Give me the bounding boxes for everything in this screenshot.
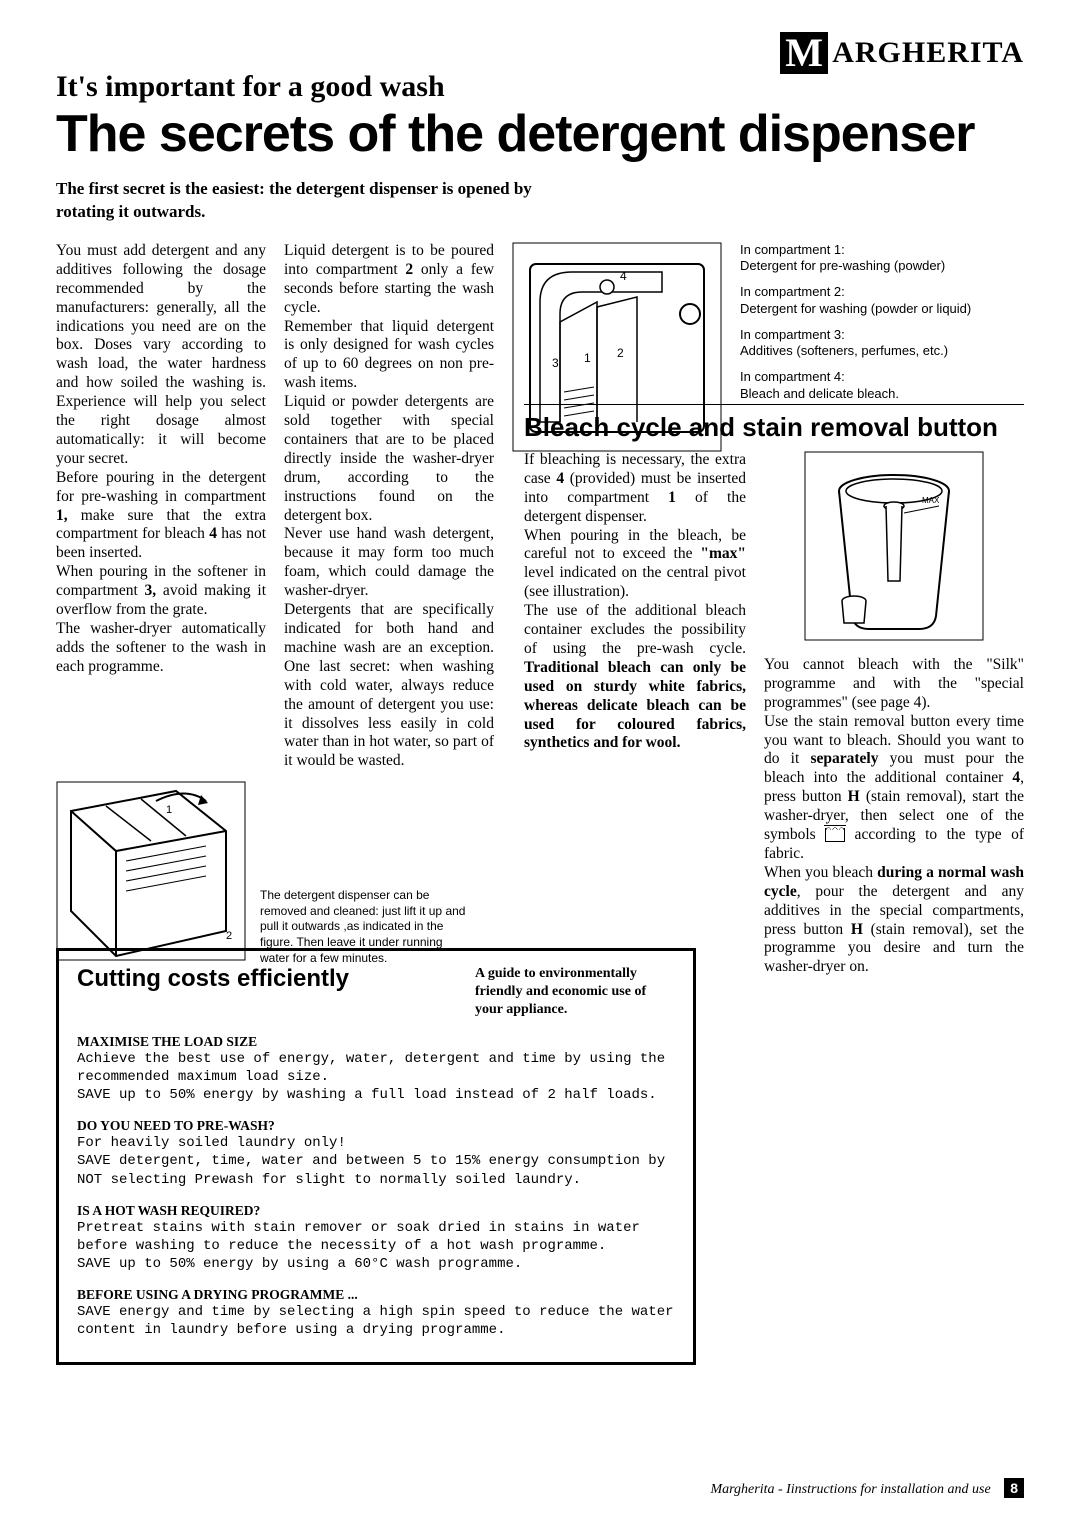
box-title: Cutting costs efficiently	[77, 965, 349, 993]
bleach-r3: When you bleach during a normal wash cyc…	[764, 864, 1024, 977]
legend-2: In compartment 2:Detergent for washing (…	[740, 284, 1000, 317]
box-p1a: Achieve the best use of energy, water, d…	[77, 1050, 675, 1086]
box-subtitle: A guide to environmentally friendly and …	[475, 965, 675, 1020]
svg-text:4: 4	[620, 269, 627, 283]
column-2: Liquid detergent is to be poured into co…	[284, 242, 494, 771]
box-p3b: SAVE up to 50% energy by using a 60°C wa…	[77, 1255, 675, 1273]
svg-text:2: 2	[226, 930, 232, 942]
bleach-col-left: If bleaching is necessary, the extra cas…	[524, 451, 746, 977]
wash-symbol-icon	[825, 828, 845, 842]
col2-p5: Detergents that are specifically indicat…	[284, 601, 494, 771]
bleach-cup-diagram: MAX	[804, 451, 1024, 646]
legend-3: In compartment 3:Additives (softeners, p…	[740, 327, 1000, 360]
page-footer: Margherita - Iinstructions for installat…	[710, 1480, 1024, 1498]
box-h3: IS A HOT WASH REQUIRED?	[77, 1203, 675, 1219]
section-divider	[524, 404, 1024, 405]
box-h4: BEFORE USING A DRYING PROGRAMME ...	[77, 1287, 675, 1303]
svg-text:2: 2	[617, 346, 624, 360]
page-subtitle: It's important for a good wash	[56, 70, 1024, 104]
footer-text: Margherita - Iinstructions for installat…	[710, 1482, 990, 1497]
box-h1: MAXIMISE THE LOAD SIZE	[77, 1034, 675, 1050]
bleach-heading: Bleach cycle and stain removal button	[524, 413, 1024, 443]
page-title: The secrets of the detergent dispenser	[56, 104, 1024, 164]
col1-p1: You must add detergent and any additives…	[56, 242, 266, 469]
col2-p3: Liquid or powder detergents are sold tog…	[284, 393, 494, 525]
col1-p2: Before pouring in the detergent for pre-…	[56, 469, 266, 564]
tips-box: Cutting costs efficiently A guide to env…	[56, 948, 696, 1365]
brand-m-box: M	[780, 32, 828, 74]
box-p1b: SAVE up to 50% energy by washing a full …	[77, 1086, 675, 1104]
bleach-p2: When pouring in the bleach, be careful n…	[524, 527, 746, 603]
bleach-p1: If bleaching is necessary, the extra cas…	[524, 451, 746, 527]
svg-text:1: 1	[584, 351, 591, 365]
bleach-r1: You cannot bleach with the "Silk" progra…	[764, 656, 1024, 713]
col2-p2: Remember that liquid detergent is only d…	[284, 318, 494, 394]
box-p3a: Pretreat stains with stain remover or so…	[77, 1219, 675, 1255]
drawer-diagram: 1 2	[56, 781, 246, 966]
bleach-p3: The use of the additional bleach contain…	[524, 602, 746, 753]
legend-1: In compartment 1:Detergent for pre-washi…	[740, 242, 1000, 275]
page-number: 8	[1004, 1478, 1024, 1498]
col2-p1: Liquid detergent is to be poured into co…	[284, 242, 494, 318]
svg-text:3: 3	[552, 356, 559, 370]
brand-text: ARGHERITA	[832, 36, 1024, 70]
svg-text:1: 1	[166, 804, 172, 816]
col1-p4: The washer-dryer automatically adds the …	[56, 620, 266, 677]
box-p2a: For heavily soiled laundry only!	[77, 1134, 675, 1152]
col2-p4: Never use hand wash detergent, because i…	[284, 525, 494, 601]
bleach-r2: Use the stain removal button every time …	[764, 713, 1024, 864]
legend-4: In compartment 4:Bleach and delicate ble…	[740, 369, 1000, 402]
svg-text:MAX: MAX	[922, 496, 940, 505]
box-p4a: SAVE energy and time by selecting a high…	[77, 1303, 675, 1339]
box-h2: DO YOU NEED TO PRE-WASH?	[77, 1118, 675, 1134]
bleach-col-right: MAX You cannot bleach with the "Silk" pr…	[764, 451, 1024, 977]
intro-text: The first secret is the easiest: the det…	[56, 178, 576, 224]
box-p2b: SAVE detergent, time, water and between …	[77, 1152, 675, 1188]
column-1: You must add detergent and any additives…	[56, 242, 266, 771]
brand-logo: M ARGHERITA	[780, 32, 1024, 74]
body-columns: You must add detergent and any additives…	[56, 242, 494, 966]
col1-p3: When pouring in the softener in compartm…	[56, 563, 266, 620]
